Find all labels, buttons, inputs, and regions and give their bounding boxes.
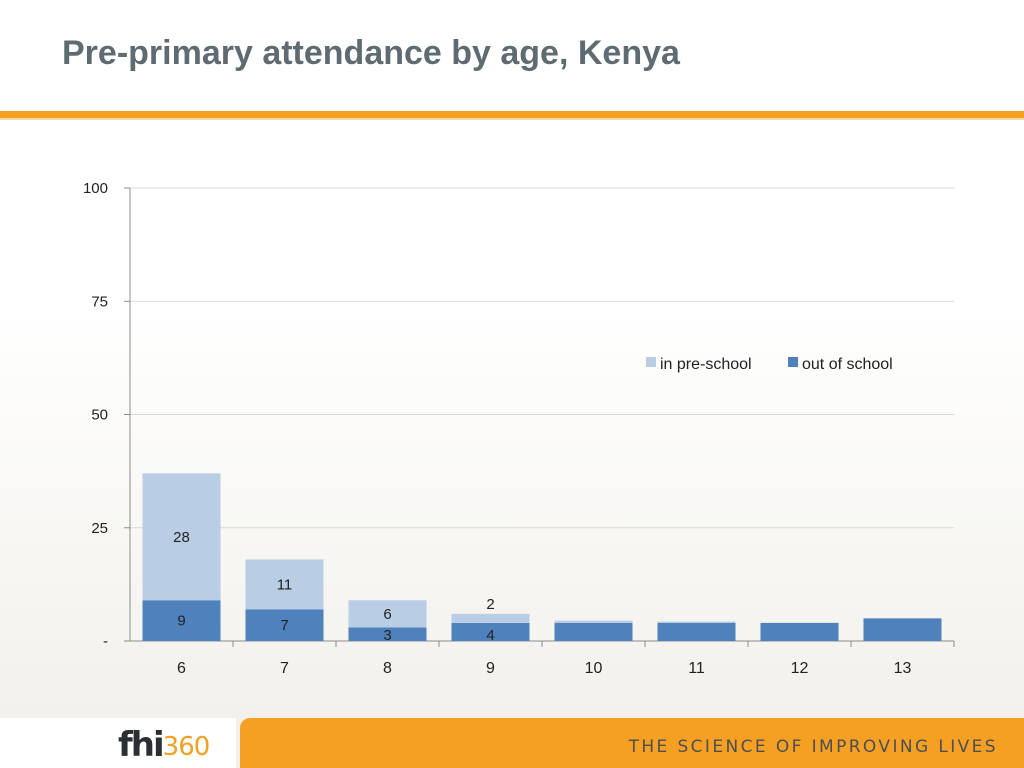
x-tick-label: 13 (894, 660, 912, 677)
data-label: 3 (383, 627, 391, 644)
bar-out-of-school (657, 622, 736, 641)
data-label: 6 (383, 606, 391, 623)
title-underline-shadow (0, 118, 1024, 120)
legend-swatch (788, 357, 798, 367)
y-tick-label: 25 (91, 520, 108, 537)
y-tick-label: 50 (91, 407, 108, 424)
bar-in-pre-school (657, 621, 736, 623)
stacked-bar-chart: - 25 50 75 100 9 28 6 7 11 7 3 6 8 4 2 9 10 11 12 13 in pre-s… (83, 180, 955, 677)
logo-text: fhi (118, 725, 165, 765)
bar-out-of-school (348, 627, 427, 641)
x-tick-label: 12 (791, 660, 809, 677)
x-tick-label: 6 (177, 660, 186, 677)
bar-in-pre-school (245, 559, 324, 610)
legend-label: out of school (802, 356, 893, 373)
bar-out-of-school (863, 618, 942, 641)
title-underline (0, 111, 1024, 118)
footer-logo-area (0, 718, 236, 768)
fhi360-logo: fhi 360 (118, 725, 211, 765)
bar-out-of-school (245, 609, 324, 641)
data-label: 28 (173, 529, 190, 546)
footer-band (240, 718, 1024, 768)
x-tick-label: 7 (280, 660, 289, 677)
logo-accent-text: 360 (162, 732, 211, 762)
footer-tagline: THE SCIENCE OF IMPROVING LIVES (628, 737, 998, 757)
bar-in-pre-school (348, 600, 427, 628)
bar-out-of-school (760, 622, 839, 641)
slide-title: Pre-primary attendance by age, Kenya (62, 34, 680, 72)
y-tick-label: 75 (91, 293, 108, 310)
bar-out-of-school (554, 622, 633, 641)
bar-out-of-school (142, 600, 221, 641)
x-tick-label: 11 (688, 660, 705, 677)
x-tick-label: 10 (585, 660, 603, 677)
x-tick-label: 9 (486, 660, 495, 677)
bar-in-pre-school (142, 473, 221, 601)
legend-label: in pre-school (660, 356, 752, 373)
y-tick-label: - (103, 633, 108, 650)
bar-in-pre-school (451, 613, 530, 623)
bar-out-of-school (451, 622, 530, 641)
data-label: 7 (280, 617, 288, 634)
y-tick-label: 100 (83, 180, 108, 197)
data-label: 4 (486, 627, 494, 644)
data-label: 11 (277, 576, 293, 593)
x-tick-label: 8 (383, 660, 392, 677)
bar-in-pre-school (554, 620, 633, 623)
legend-swatch (646, 357, 656, 367)
data-label: 9 (177, 613, 185, 630)
data-label: 2 (486, 596, 494, 613)
